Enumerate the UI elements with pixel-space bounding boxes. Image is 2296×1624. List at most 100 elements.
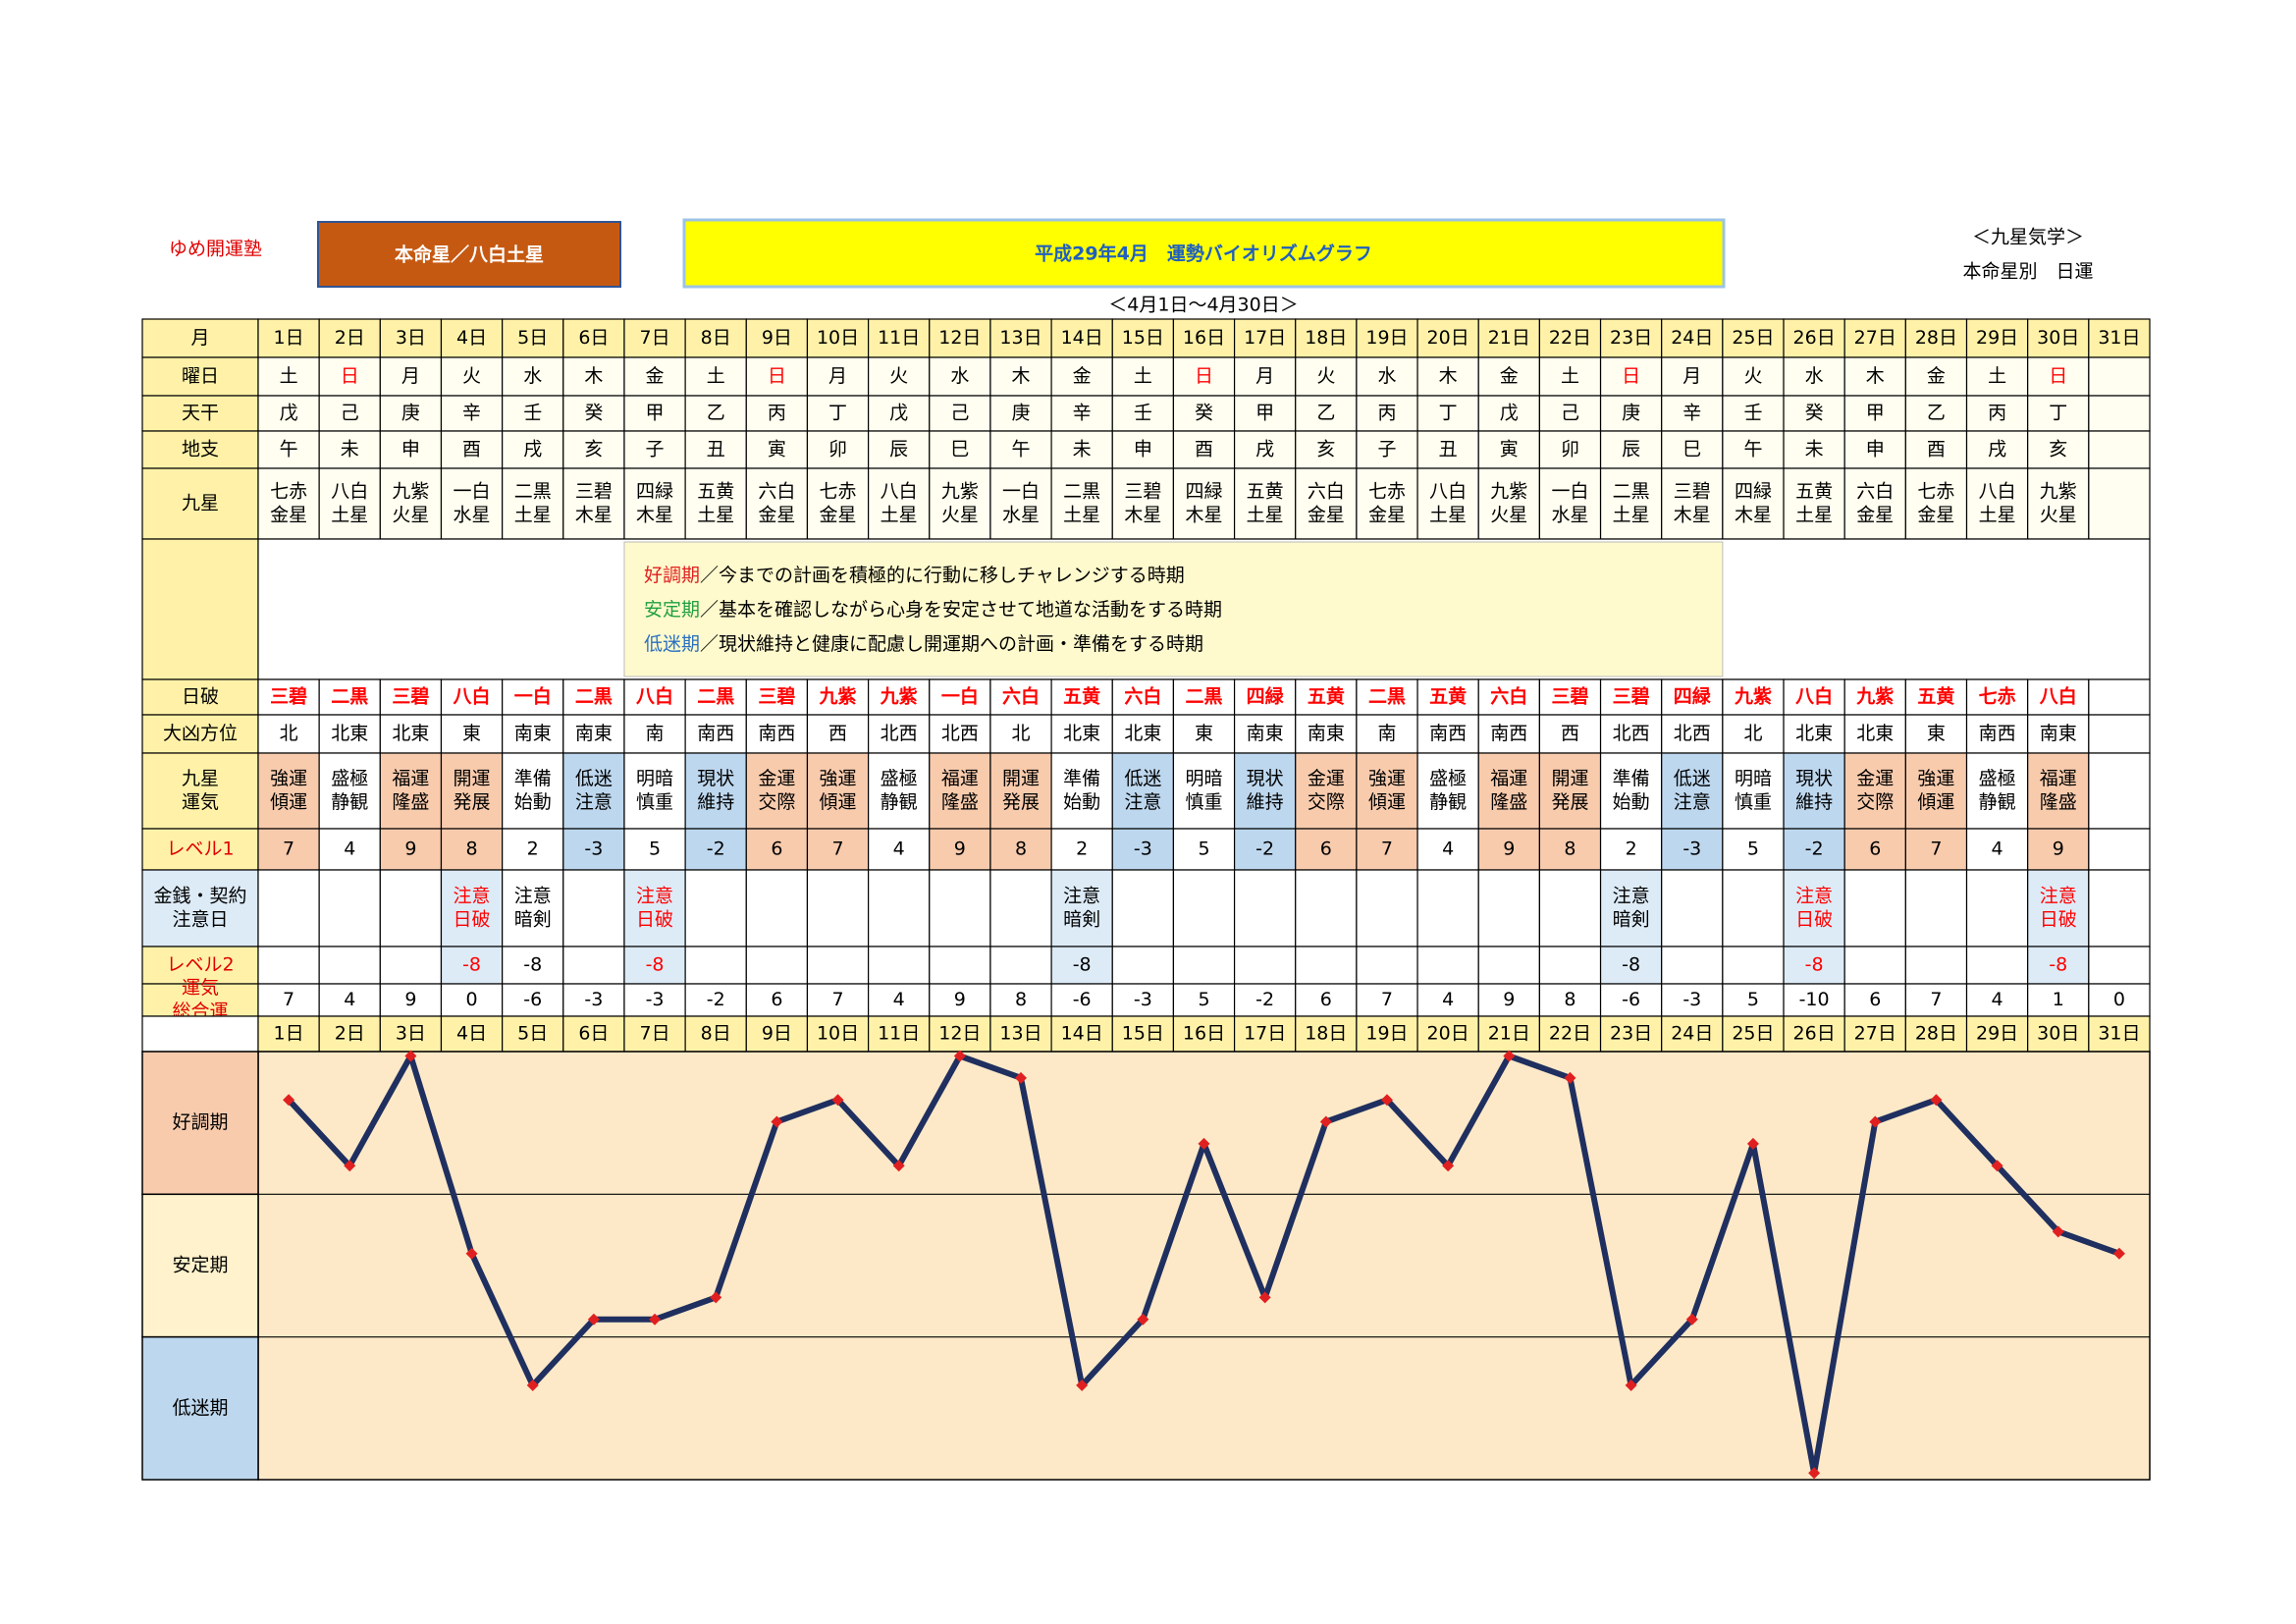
cell (502, 678, 564, 716)
cell (1111, 752, 1175, 830)
cell-text: 七赤 (1917, 481, 1954, 503)
cell-text: 辛 (1682, 403, 1701, 424)
cell-text: -8 (646, 954, 665, 976)
cell-text: 九紫 (941, 481, 979, 503)
cell-text: 水 (1377, 365, 1396, 387)
cell (1111, 356, 1175, 397)
point-marker (526, 1379, 539, 1391)
cell-text: 四緑 (636, 481, 673, 503)
cell-text: 戊 (1500, 403, 1519, 424)
cell-text: 壬 (523, 403, 542, 424)
cell-text: 準備 (514, 768, 552, 789)
cell-text: 亥 (584, 439, 603, 460)
band-label-cell (141, 1193, 259, 1338)
cell (1416, 467, 1479, 540)
cell (1843, 828, 1906, 871)
cell (562, 356, 625, 397)
cell-text: 金 (1073, 365, 1092, 387)
cell-text: 水 (1805, 365, 1824, 387)
cell-text: 開運 (454, 768, 491, 789)
cell (1661, 946, 1724, 985)
cell-text: 四緑 (1247, 685, 1285, 708)
cell-text: 二黒 (514, 481, 552, 503)
cell (1965, 678, 2029, 716)
cell-text: 盛極 (1979, 768, 2016, 789)
cell (1538, 983, 1602, 1017)
cell-text: 日破 (1795, 909, 1833, 931)
cell-text: 6 (1320, 839, 1332, 860)
cell (1904, 678, 1968, 716)
cell (1477, 946, 1540, 985)
row-label: 日破 (182, 686, 219, 708)
x-tick-label: 16日 (1183, 1023, 1225, 1045)
cell-text: 明暗 (1735, 768, 1772, 789)
cell (1843, 752, 1906, 830)
cell-text: 9 (954, 989, 966, 1010)
cell (1111, 869, 1175, 947)
cell-text: 三碧 (392, 685, 429, 708)
cell-text: 五黄 (1063, 685, 1100, 708)
cell (806, 318, 870, 358)
day-label: 13日 (999, 327, 1041, 349)
cell-text: 六白 (1002, 685, 1040, 708)
cell-text: 維持 (1795, 791, 1833, 813)
cell-text: -6 (1622, 989, 1640, 1010)
cell-text: 癸 (1195, 403, 1213, 424)
x-tick-label: 30日 (2037, 1023, 2079, 1045)
cell (989, 983, 1052, 1017)
cell-text: 6 (1320, 989, 1332, 1010)
cell (989, 395, 1052, 432)
cell (929, 714, 991, 754)
cell (623, 828, 686, 871)
cell-text: 日破 (2040, 909, 2077, 931)
cell (1295, 828, 1358, 871)
cell (2027, 356, 2090, 397)
cell-text: 9 (2053, 839, 2064, 860)
cell-text: 東 (1927, 723, 1946, 744)
cell (989, 318, 1052, 358)
cell (1783, 318, 1845, 358)
cell (1965, 714, 2029, 754)
cell (1599, 946, 1663, 985)
cell (1050, 828, 1113, 871)
cell (257, 869, 320, 947)
cell-text: 甲 (1866, 403, 1885, 424)
cell-text: -3 (1682, 839, 1701, 860)
cell-text: 七赤 (270, 481, 307, 503)
cell-text: -8 (1622, 954, 1640, 976)
cell-text: 土星 (1063, 505, 1100, 526)
cell (1416, 395, 1479, 432)
cell (1416, 752, 1479, 830)
cell (1477, 828, 1540, 871)
cell-text: 慎重 (1185, 791, 1222, 813)
x-tick-label: 15日 (1122, 1023, 1164, 1045)
cell-text: 北 (1012, 723, 1031, 744)
cell-text: 土星 (1613, 505, 1650, 526)
point-marker (771, 1115, 783, 1128)
x-tick-label: 3日 (396, 1023, 426, 1045)
cell (1965, 356, 2029, 397)
point-marker (1503, 1050, 1516, 1062)
cell (989, 678, 1052, 716)
cell-text: 土 (280, 365, 298, 387)
cell-text: 戊 (889, 403, 908, 424)
cell (141, 752, 259, 830)
cell-text: 4 (1992, 989, 2003, 1010)
cell (379, 946, 443, 985)
row-label: 九星 (182, 768, 219, 789)
cell-text: 水 (523, 365, 542, 387)
cell (2088, 678, 2151, 716)
cell (929, 395, 991, 432)
point-marker (892, 1160, 905, 1172)
cell-text: 酉 (1927, 439, 1946, 460)
cell (562, 395, 625, 432)
day-label: 14日 (1061, 327, 1103, 349)
cell (868, 983, 931, 1017)
cell (562, 318, 625, 358)
cell-text: -2 (1255, 989, 1274, 1010)
cell (623, 869, 686, 947)
point-marker (283, 1094, 295, 1107)
point-marker (1746, 1137, 1759, 1150)
x-tick-label: 10日 (817, 1023, 859, 1045)
cell (745, 356, 809, 397)
